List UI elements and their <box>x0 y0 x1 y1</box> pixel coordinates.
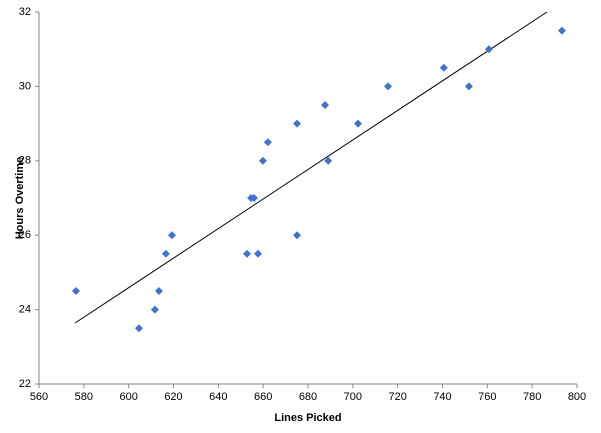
point <box>71 287 80 295</box>
x-tick-label: 620 <box>164 391 182 403</box>
y-tick-label: 28 <box>19 155 31 167</box>
point <box>161 249 170 258</box>
x-tick-label: 720 <box>388 391 406 403</box>
point <box>321 101 330 109</box>
x-tick-label: 700 <box>344 391 362 403</box>
x-tick-label: 800 <box>568 391 586 403</box>
x-tick-label: 780 <box>523 391 541 403</box>
point <box>439 63 448 72</box>
point <box>464 82 473 91</box>
point <box>243 249 252 258</box>
point <box>293 119 302 128</box>
point <box>353 119 362 128</box>
point <box>154 287 163 295</box>
x-tick-label: 660 <box>254 391 272 403</box>
x-tick-label: 680 <box>299 391 317 403</box>
point <box>134 324 143 333</box>
x-tick-label: 600 <box>119 391 137 403</box>
y-axis-title: Hours Overtime <box>14 157 26 240</box>
point <box>484 45 493 54</box>
point <box>254 249 263 258</box>
y-tick-label: 24 <box>19 304 31 316</box>
y-tick-label: 26 <box>19 229 31 241</box>
x-tick-label: 560 <box>30 391 48 403</box>
point <box>324 156 333 165</box>
y-tick-label: 32 <box>19 6 31 18</box>
x-axis-title: Lines Picked <box>274 412 341 424</box>
y-tick-label: 30 <box>19 80 31 92</box>
point <box>293 231 302 240</box>
x-tick-label: 580 <box>75 391 93 403</box>
x-tick-label: 640 <box>209 391 227 403</box>
point <box>150 305 159 314</box>
x-tick-label: 740 <box>433 391 451 403</box>
point <box>167 231 176 240</box>
trendline <box>74 11 548 324</box>
point <box>258 156 267 165</box>
point <box>249 194 258 202</box>
point <box>557 26 566 35</box>
y-tick-label: 22 <box>19 378 31 390</box>
point <box>263 138 272 147</box>
x-tick-label: 760 <box>478 391 496 403</box>
point <box>384 82 393 91</box>
